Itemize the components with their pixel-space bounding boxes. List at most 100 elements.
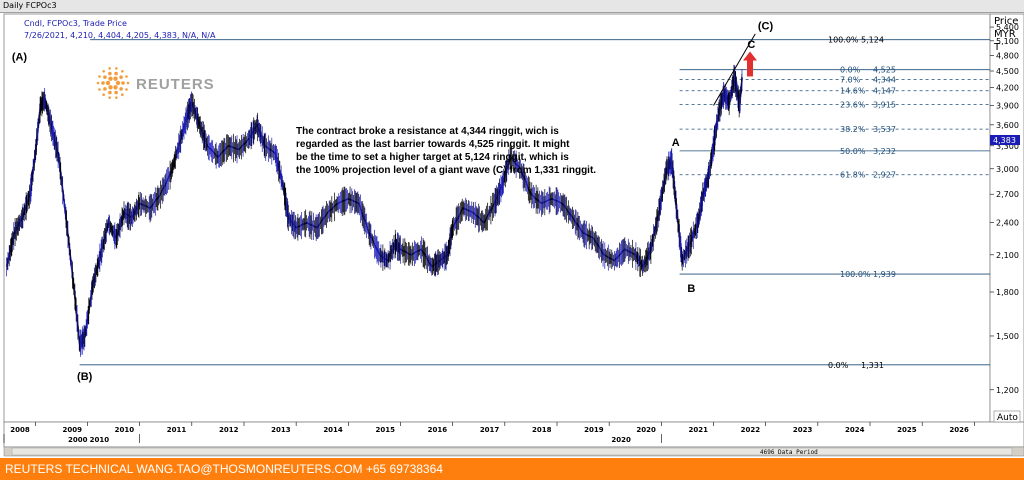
- x-tick-label: 2009: [62, 426, 82, 434]
- fib-level-value: 4,344: [873, 76, 896, 85]
- window-title: Daily FCPOc3: [3, 1, 57, 10]
- fib-level-pct: 7.0%: [840, 76, 861, 85]
- window-titlebar: Daily FCPOc3: [0, 0, 1024, 13]
- reuters-dot: [113, 85, 118, 90]
- reuters-dot: [108, 71, 112, 76]
- target-arrow-shaft: [747, 59, 754, 77]
- x-tick-label: 2025: [897, 426, 917, 434]
- reuters-dot: [98, 88, 101, 91]
- data-period-label: 4696 Data Period: [760, 449, 818, 456]
- reuters-dot: [101, 81, 105, 85]
- x-decade-label: 2000: [68, 436, 88, 444]
- time-axis-panel: [3, 421, 1024, 448]
- y-tick-label: 2,100: [996, 251, 1019, 260]
- target-arrow-head: [743, 51, 758, 61]
- y-axis-ticks: 1,200 1,500 1,800 2,100 2,400 2,700 3,000 3,300…: [990, 23, 1019, 395]
- x-tick-label: 2015: [375, 426, 395, 434]
- x-tick-label: 2008: [10, 426, 30, 434]
- scrollbar-thumb[interactable]: [11, 447, 1013, 456]
- x-tick-label: 2023: [793, 426, 813, 434]
- fib-level-pct: 100.0%: [840, 270, 871, 279]
- reuters-dot: [114, 71, 118, 76]
- chart-overlays: (A) (B) A B C(C): [12, 20, 774, 383]
- reuters-dot: [108, 76, 113, 81]
- fib-level-value: 4,525: [873, 66, 896, 75]
- reuters-logo: REUTERS: [96, 67, 215, 99]
- note-line-1: The contract broke a resistance at 4,344…: [296, 126, 559, 137]
- fib-level-value: 3,915: [873, 101, 896, 110]
- reuters-dot: [103, 75, 107, 79]
- x-tick-label: 2011: [167, 426, 187, 434]
- x-tick-label: 2016: [428, 426, 448, 434]
- fib-level-pct: 23.6%: [840, 101, 866, 110]
- reuters-dot: [126, 81, 130, 85]
- reuters-dot: [98, 75, 101, 78]
- y-tick-label: 2,400: [996, 219, 1019, 228]
- fib-level-value: 2,927: [873, 171, 896, 180]
- y-tick-label: 5,100: [996, 37, 1019, 46]
- reuters-dot: [102, 69, 105, 73]
- wave-label: (B): [77, 371, 93, 383]
- wave-label: A: [672, 137, 680, 149]
- y-tick-label: 4,800: [996, 51, 1019, 60]
- legend-line-1: Cndl, FCPOc3, Trade Price: [24, 19, 127, 28]
- last-price-badge: [990, 135, 1020, 145]
- reuters-dot: [108, 90, 112, 95]
- fib-level-pct: 38.2%: [840, 125, 866, 134]
- x-tick-label: 2013: [271, 426, 291, 434]
- price-unit-label: Price: [994, 16, 1018, 27]
- reuters-dots-icon: [96, 67, 130, 99]
- wave-label: (C): [758, 20, 774, 32]
- auto-scale-button[interactable]: [993, 410, 1021, 423]
- x-tick-label: 2019: [584, 426, 604, 434]
- x-decade-label: 2010: [90, 436, 110, 444]
- fib-level-pct: 14.6%: [840, 87, 866, 96]
- reuters-dot: [121, 69, 124, 73]
- reuters-dot: [115, 80, 121, 86]
- reuters-dot: [121, 93, 124, 97]
- legend-line-2: 7/26/2021, 4,210, 4,404, 4,205, 4,383, N…: [24, 31, 216, 40]
- reuters-wordmark: REUTERS: [136, 76, 215, 93]
- x-tick-label: 2020: [636, 426, 656, 434]
- fib-level-pct: 100.0%: [828, 36, 859, 45]
- x-tick-label: 2018: [532, 426, 552, 434]
- candle-series: [5, 64, 743, 357]
- currency-label: MYR: [994, 29, 1016, 40]
- reuters-dot: [96, 81, 100, 85]
- reuters-dot: [114, 90, 118, 95]
- y-tick-label: 1,200: [996, 386, 1019, 395]
- reuters-dot: [119, 75, 123, 79]
- x-axis-ticks: 2008 2009 2010 2011 2012 2013 2014 2015 2016 2017…: [3, 422, 975, 444]
- fib-level-value: 1,939: [873, 270, 896, 279]
- reuters-dot: [108, 67, 111, 70]
- reuters-dot: [108, 85, 113, 90]
- x-tick-label: 2022: [741, 426, 761, 434]
- y-tick-label: 3,000: [996, 165, 1019, 174]
- reuters-dot: [115, 67, 118, 70]
- fib-level-value: 3,537: [873, 125, 896, 134]
- price-axis-panel: [989, 13, 1024, 423]
- unit-suffix-label: T: [993, 42, 1001, 53]
- fib-level-value: 5,124: [861, 36, 884, 45]
- reuters-dot: [102, 93, 105, 97]
- fib-level-pct: 50.0%: [840, 147, 866, 156]
- x-tick-label: 2014: [323, 426, 343, 434]
- y-tick-label: 5,400: [996, 23, 1019, 32]
- y-tick-label: 3,300: [996, 142, 1019, 151]
- y-tick-label: 4,500: [996, 67, 1019, 76]
- note-line-4: the 100% projection level of a giant wav…: [296, 165, 596, 176]
- x-tick-label: 2021: [689, 426, 709, 434]
- reuters-dot: [103, 87, 107, 91]
- wave-label: B: [687, 283, 695, 295]
- reuters-dot: [115, 96, 118, 99]
- reuters-dot: [108, 96, 111, 99]
- x-tick-label: 2024: [845, 426, 865, 434]
- reuters-dot: [119, 87, 123, 91]
- reuters-dot: [113, 76, 118, 81]
- x-tick-label: 2010: [115, 426, 135, 434]
- plot-area: [3, 13, 991, 423]
- wave-label: C: [747, 39, 755, 51]
- fib-level-value: 4,147: [873, 87, 896, 96]
